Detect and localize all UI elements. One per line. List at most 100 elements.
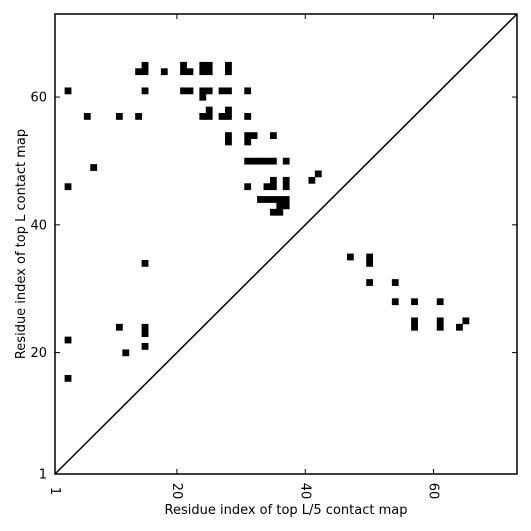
contact-cell-top-l	[199, 113, 207, 120]
contact-cell-top-l	[180, 68, 187, 76]
contact-cell-top-l	[250, 132, 258, 139]
contact-cell-top-l5	[366, 279, 374, 286]
contact-cell-top-l	[218, 113, 226, 120]
contact-cell-top-l	[199, 87, 207, 95]
contact-cell-top-l	[225, 61, 232, 69]
contact-cells	[64, 61, 470, 382]
contact-cell-top-l	[263, 196, 271, 203]
contact-cell-top-l	[314, 170, 322, 178]
contact-cell-top-l	[180, 61, 187, 69]
contact-cell-top-l5	[115, 323, 123, 331]
x-tick-label: 20	[169, 483, 184, 500]
y-tick-label: 20	[30, 346, 47, 361]
contact-cell-top-l	[199, 61, 207, 69]
contact-cell-top-l	[64, 87, 72, 95]
contact-cell-top-l	[180, 87, 187, 95]
y-tick-label: 40	[30, 218, 47, 233]
contact-cell-top-l	[269, 176, 277, 184]
contact-cell-top-l	[186, 68, 194, 76]
x-tick-label: 1	[47, 487, 62, 495]
x-tick-label: 60	[426, 483, 441, 500]
contact-cell-top-l5	[366, 259, 374, 267]
contact-cell-top-l	[205, 113, 213, 120]
contact-cell-top-l5	[346, 253, 354, 261]
contact-cell-top-l	[83, 113, 91, 120]
contact-cell-top-l	[218, 87, 226, 95]
contact-cell-top-l	[205, 68, 213, 76]
contact-cell-top-l	[257, 196, 264, 203]
contact-cell-top-l	[257, 157, 264, 165]
contact-cell-top-l	[199, 93, 207, 101]
contact-cell-top-l5	[456, 323, 463, 331]
contact-cell-top-l	[244, 87, 252, 95]
contact-cell-top-l	[263, 183, 271, 191]
x-axis-label: Residue index of top L/5 contact map	[165, 503, 408, 518]
contact-cell-top-l	[282, 157, 290, 165]
contact-cell-top-l	[135, 113, 143, 120]
contact-cell-top-l	[263, 157, 271, 165]
contact-cell-top-l5	[411, 323, 418, 331]
contact-cell-top-l5	[436, 317, 444, 325]
y-tick-label: 60	[30, 91, 47, 106]
contact-cell-top-l	[135, 68, 143, 76]
contact-cell-top-l5	[64, 374, 72, 382]
y-tick-label: 1	[39, 468, 47, 483]
contact-cell-top-l	[282, 183, 290, 191]
contact-cell-top-l5	[366, 253, 374, 261]
x-tick-label: 40	[297, 483, 312, 500]
contact-cell-top-l	[250, 157, 258, 165]
diagonal-line	[54, 13, 518, 475]
contact-cell-top-l	[186, 87, 194, 95]
contact-cell-top-l	[115, 113, 123, 120]
contact-cell-top-l	[244, 132, 252, 139]
contact-cell-top-l	[276, 196, 284, 203]
contact-cell-top-l	[244, 138, 252, 146]
contact-cell-top-l5	[122, 349, 130, 357]
contact-cell-top-l5	[64, 336, 72, 344]
contact-cell-top-l	[282, 202, 290, 210]
contact-cell-top-l5	[141, 330, 149, 338]
contact-cell-top-l	[64, 183, 72, 191]
contact-cell-top-l	[225, 132, 232, 139]
contact-cell-top-l	[205, 61, 213, 69]
contact-cell-top-l5	[141, 343, 149, 350]
contact-cell-top-l	[141, 87, 149, 95]
contact-cell-top-l	[244, 157, 252, 165]
plot-frame	[54, 13, 518, 475]
contact-cell-top-l	[225, 138, 232, 146]
contact-cell-top-l5	[141, 323, 149, 331]
contact-cell-top-l	[269, 157, 277, 165]
contact-cell-top-l	[269, 183, 277, 191]
contact-cell-top-l5	[391, 298, 399, 306]
contact-cell-top-l	[225, 68, 232, 76]
contact-cell-top-l	[225, 113, 232, 120]
y-axis-label: Residue index of top L contact map	[14, 129, 29, 359]
contact-cell-top-l	[269, 132, 277, 139]
contact-cell-top-l	[269, 196, 277, 203]
contact-cell-top-l	[90, 164, 98, 171]
axis-ticks: 1 20 40 60 1 20 40 60	[30, 14, 517, 499]
contact-cell-top-l	[282, 176, 290, 184]
contact-cell-top-l	[276, 208, 284, 216]
contact-cell-top-l	[141, 68, 149, 76]
contact-cell-top-l5	[436, 298, 444, 306]
contact-cell-top-l	[225, 106, 232, 114]
contact-cell-top-l	[308, 176, 316, 184]
contact-cell-top-l	[225, 87, 232, 95]
contact-cell-top-l	[282, 196, 290, 203]
contact-cell-top-l5	[411, 317, 418, 325]
contact-cell-top-l5	[462, 317, 470, 325]
contact-cell-top-l	[244, 183, 252, 191]
contact-cell-top-l	[199, 68, 207, 76]
contact-cell-top-l5	[391, 279, 399, 286]
contact-cell-top-l	[269, 208, 277, 216]
contact-cell-top-l	[160, 68, 168, 76]
contact-cell-top-l5	[411, 298, 418, 306]
contact-cell-top-l	[205, 87, 213, 95]
contact-cell-top-l5	[141, 259, 149, 267]
contact-cell-top-l	[276, 202, 284, 210]
contact-cell-top-l5	[436, 323, 444, 331]
contact-cell-top-l	[141, 61, 149, 69]
contact-cell-top-l	[205, 106, 213, 114]
